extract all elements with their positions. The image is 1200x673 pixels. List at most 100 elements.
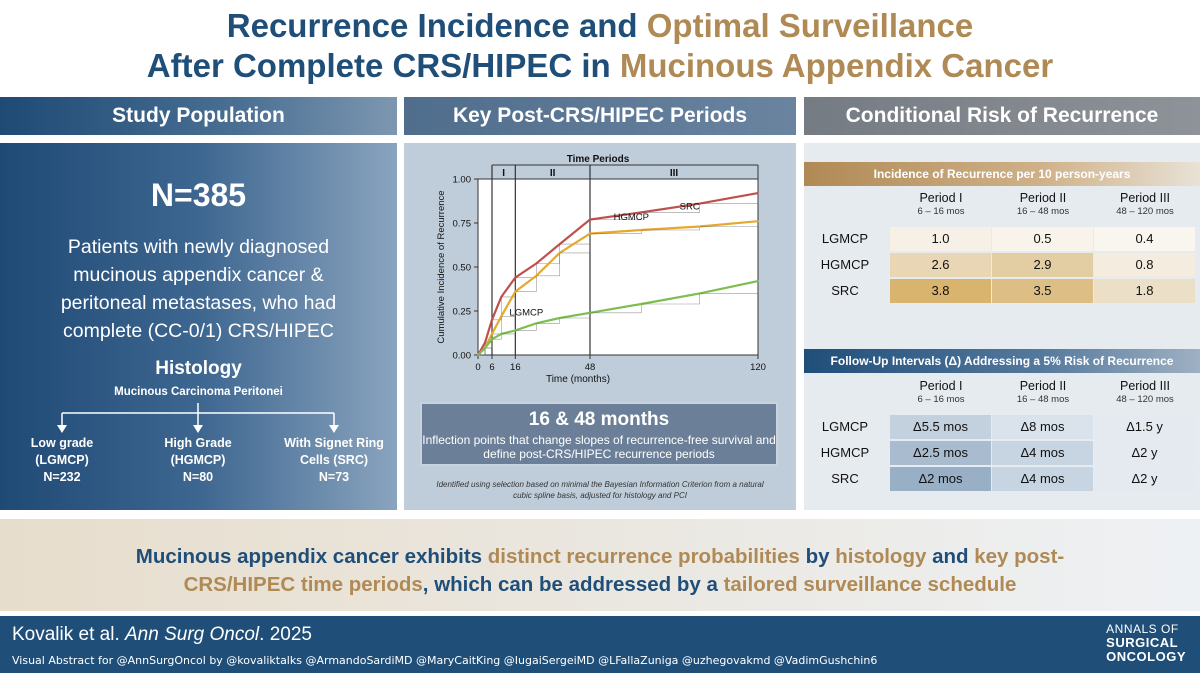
followup-cell: Δ2 y (1094, 441, 1195, 465)
group-name: High Grade (164, 436, 232, 450)
y-tick-label: 0.25 (453, 307, 472, 318)
followup-cell: Δ2 y (1094, 467, 1195, 491)
group-abbrev: Cells (SRC) (299, 453, 369, 467)
logo-line: ANNALS OF (1106, 622, 1179, 636)
series-point-lgmcp (558, 317, 561, 319)
followup-row-label: SRC (831, 471, 859, 486)
incidence-row-label: LGMCP (821, 231, 869, 246)
series-point-src (589, 218, 591, 221)
series-point-src (698, 202, 701, 205)
title-part-highlight: Mucinous Appendix Cancer (619, 47, 1054, 84)
series-point-hgmcp (514, 290, 517, 293)
footer: Kovalik et al. Ann Surg Oncol. 2025 Visu… (0, 616, 1200, 673)
group-name: Low grade (30, 436, 94, 450)
period-name: Period I (919, 191, 963, 205)
conclusion-segment: tailored surveillance schedule (723, 573, 1017, 596)
histology-branch-arrows (57, 403, 339, 433)
series-point-lgmcp (698, 292, 701, 295)
y-tick-label: 1.00 (453, 175, 472, 186)
series-point-hgmcp (757, 220, 759, 223)
followup-row-label: HGMCP (820, 445, 870, 460)
x-tick-label: 48 (585, 362, 596, 373)
series-point-lgmcp (477, 354, 479, 356)
incidence-col-header: Period III 48 – 120 mos (1095, 191, 1195, 217)
x-tick-label: 6 (489, 362, 494, 373)
study-population-header: Study Population (0, 97, 397, 135)
series-point-lgmcp (640, 303, 643, 305)
x-tick-label: 0 (475, 362, 480, 373)
followup-cell: Δ2.5 mos (890, 441, 991, 465)
followup-cell: Δ1.5 y (1094, 415, 1195, 439)
title-part-highlight: Optimal Surveillance (646, 7, 974, 44)
group-abbrev: (LGMCP) (35, 453, 89, 467)
visual-abstract-title: Recurrence Incidence and Optimal Surveil… (0, 0, 1200, 96)
logo-line: SURGICAL (1106, 635, 1179, 650)
period-label: III (670, 168, 679, 179)
series-point-hgmcp (500, 315, 503, 318)
conditional-risk-panel: Incidence of Recurrence per 10 person-ye… (804, 143, 1200, 510)
series-point-lgmcp (500, 333, 503, 335)
conclusion-segment: histology (835, 545, 927, 568)
series-point-src (491, 319, 493, 321)
period-range: 6 – 16 mos (917, 206, 965, 217)
period-range: 6 – 16 mos (917, 394, 965, 405)
series-point-hgmcp (491, 333, 493, 335)
chart-title: Time Periods (567, 154, 630, 165)
incidence-cell: 0.4 (1094, 227, 1195, 251)
incidence-table-banner: Incidence of Recurrence per 10 person-ye… (804, 162, 1200, 186)
incidence-cell: 0.5 (992, 227, 1093, 251)
period-range: 48 – 120 mos (1116, 394, 1174, 405)
incidence-cell: 3.5 (992, 279, 1093, 303)
title-line-2: After Complete CRS/HIPEC in Mucinous App… (0, 46, 1200, 86)
citation: Kovalik et al. Ann Surg Oncol. 2025 (12, 624, 312, 646)
y-tick-label: 0.75 (453, 219, 472, 230)
series-point-src (484, 341, 486, 344)
conclusion-text: Mucinous appendix cancer exhibits distin… (0, 519, 1200, 599)
inflection-description: Inflection points that change slopes of … (422, 433, 776, 461)
series-label-lgmcp: LGMCP (509, 307, 543, 318)
study-population-panel: N=385 Patients with newly diagnosed muci… (0, 143, 397, 510)
incidence-col-header: Period II 16 – 48 mos (993, 191, 1093, 217)
series-point-lgmcp (589, 311, 591, 314)
conclusion-segment: distinct recurrence probabilities (487, 545, 800, 568)
y-axis-label: Cumulative Incidence of Recurrence (436, 190, 447, 343)
histology-title: Histology (155, 358, 242, 379)
journal-logo: ANNALS OF SURGICAL ONCOLOGY (1106, 622, 1186, 664)
period-range: 48 – 120 mos (1116, 206, 1174, 217)
period-name: Period I (919, 379, 963, 393)
series-point-lgmcp (491, 338, 493, 340)
conclusion-segment: and (926, 545, 975, 568)
group-count: N=232 (43, 470, 81, 484)
citation-journal: Ann Surg Oncol (125, 624, 260, 645)
histology-group-hgmcp: High Grade (HGMCP) N=80 (136, 435, 260, 486)
followup-cell: Δ2 mos (890, 467, 991, 491)
conclusion-band: Mucinous appendix cancer exhibits distin… (0, 519, 1200, 611)
conclusion-segment: key post-CRS/HIPEC time periods (183, 545, 1065, 596)
credits: Visual Abstract for @AnnSurgOncol by @ko… (12, 654, 878, 667)
period-name: Period II (1019, 379, 1067, 393)
incidence-row-label: SRC (831, 283, 859, 298)
incidence-cell: 0.8 (1094, 253, 1195, 277)
key-periods-panel: Time Periods I II III 0.00 0.25 0.50 0.75 1.00 0 6… (404, 143, 796, 510)
incidence-row-label: HGMCP (820, 257, 870, 272)
incidence-cell: 1.8 (1094, 279, 1195, 303)
conclusion-segment: by (799, 545, 836, 568)
conclusion-segment: Mucinous appendix cancer exhibits (135, 545, 488, 568)
series-point-src (514, 276, 517, 279)
period-range: 16 – 48 mos (1016, 206, 1070, 217)
conclusion-segment: , which can be addressed by a (422, 573, 724, 596)
followup-table-banner: Follow-Up Intervals (Δ) Addressing a 5% … (804, 349, 1200, 373)
period-name: Period III (1119, 379, 1171, 393)
group-name: With Signet Ring (284, 436, 384, 450)
x-tick-label: 120 (750, 362, 766, 373)
followup-cell: Δ4 mos (992, 467, 1093, 491)
group-count: N=73 (318, 470, 350, 484)
series-label-hgmcp: HGMCP (614, 212, 649, 223)
conditional-risk-header: Conditional Risk of Recurrence (804, 97, 1200, 135)
group-abbrev: (HGMCP) (170, 453, 226, 467)
series-point-hgmcp (698, 225, 701, 228)
key-periods-header: Key Post-CRS/HIPEC Periods (404, 97, 796, 135)
period-label: II (550, 168, 556, 179)
followup-row-label: LGMCP (821, 419, 869, 434)
